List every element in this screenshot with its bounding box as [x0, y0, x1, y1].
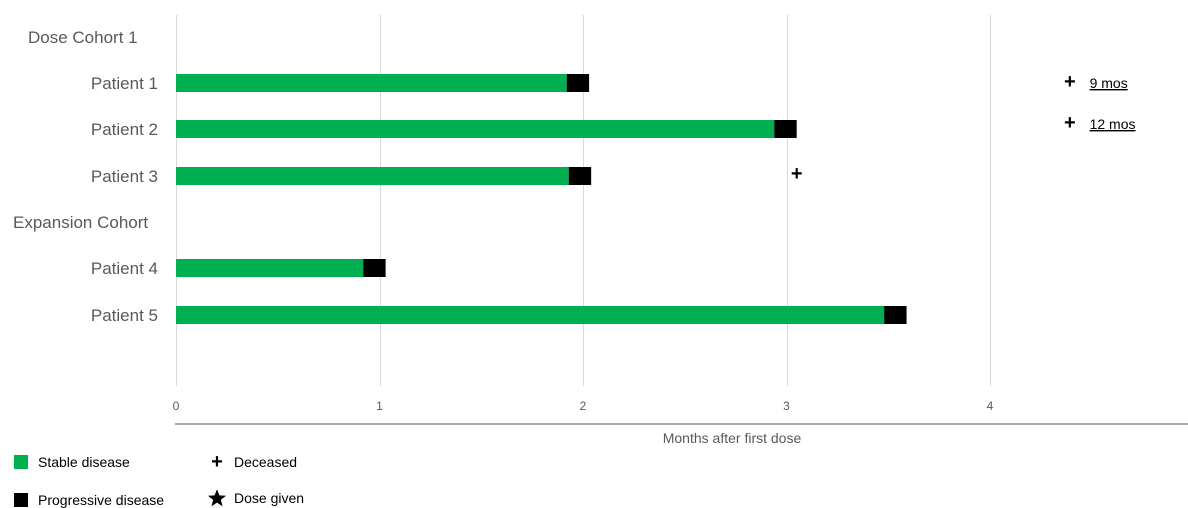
plus-icon: + — [1064, 71, 1076, 93]
deceased-markers: + 9 mos + 12 mos + — [791, 71, 1136, 185]
legend-item-deceased: + Deceased — [206, 451, 298, 473]
x-tick-label: 0 — [173, 399, 180, 413]
row-labels: Patient 1 Patient 2 Patient 3 Patient 4 Pati… — [91, 74, 158, 325]
legend-label-stable: Stable disease — [38, 454, 130, 470]
group-label-expansion-cohort: Expansion Cohort — [13, 213, 148, 232]
x-tick-label: 4 — [987, 399, 994, 413]
plus-icon: + — [211, 451, 223, 473]
row-label-patient-1: Patient 1 — [91, 74, 158, 93]
group-label-dose-cohort-1: Dose Cohort 1 — [28, 28, 138, 47]
stable-bar-patient-3 — [176, 167, 569, 185]
progressive-bar-patient-5 — [884, 306, 907, 324]
patient-swimmer-chart: Dose Cohort 1 Expansion Cohort Patient 1… — [13, 15, 1188, 446]
stable-bar-patient-5 — [176, 306, 885, 324]
legend-label-deceased: Deceased — [234, 454, 298, 470]
green-square-icon — [14, 455, 28, 469]
plus-icon: + — [1064, 112, 1076, 134]
stable-bar-patient-2 — [176, 120, 775, 138]
stable-bar-patient-4 — [176, 259, 364, 277]
legend-item-dose-given: Dose given — [206, 488, 304, 508]
black-square-icon — [14, 493, 28, 507]
gridlines — [176, 15, 991, 386]
x-axis-title: Months after first dose — [663, 430, 802, 446]
row-label-patient-5: Patient 5 — [91, 306, 158, 325]
progressive-bar-patient-2 — [774, 120, 797, 138]
progressive-bar-patient-4 — [363, 259, 386, 277]
deceased-note-patient-1: 9 mos — [1090, 75, 1128, 91]
legend: Stable disease + Deceased Progressive di… — [0, 448, 400, 508]
deceased-marker-patient-3: + — [791, 163, 803, 185]
progressive-bar-patient-1 — [566, 74, 590, 92]
bars — [176, 74, 907, 324]
row-label-patient-3: Patient 3 — [91, 167, 158, 186]
stable-bar-patient-1 — [176, 74, 567, 92]
deceased-marker-patient-2: + 12 mos — [1064, 112, 1136, 134]
legend-label-dose-given: Dose given — [234, 490, 305, 506]
legend-label-progressive: Progressive disease — [38, 492, 165, 508]
row-label-patient-2: Patient 2 — [91, 120, 158, 139]
star-icon — [208, 489, 226, 507]
x-tick-labels: 0 1 2 3 4 — [173, 399, 994, 413]
progressive-bar-patient-3 — [568, 167, 592, 185]
deceased-marker-patient-1: + 9 mos — [1064, 71, 1128, 93]
deceased-note-patient-2: 12 mos — [1090, 116, 1136, 132]
x-tick-label: 3 — [783, 399, 790, 413]
row-label-patient-4: Patient 4 — [91, 259, 158, 278]
x-tick-label: 2 — [580, 399, 587, 413]
group-labels: Dose Cohort 1 Expansion Cohort — [13, 28, 148, 232]
legend-item-progressive: Progressive disease — [14, 492, 164, 508]
legend-item-stable: Stable disease — [14, 454, 130, 470]
x-tick-label: 1 — [376, 399, 383, 413]
